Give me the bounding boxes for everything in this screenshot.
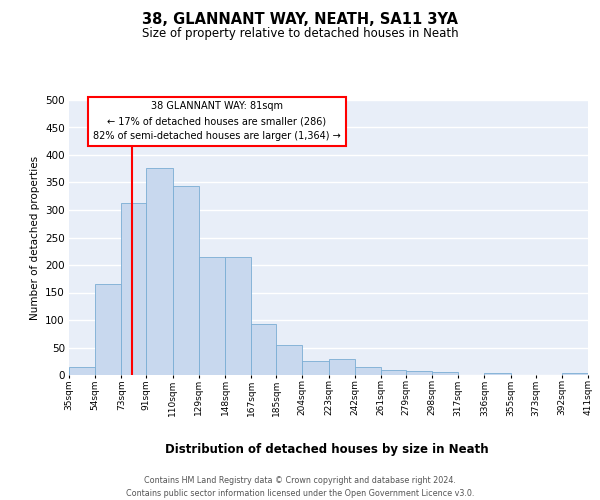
Bar [432, 372, 458, 375]
Bar [355, 367, 381, 375]
Bar [484, 374, 511, 375]
Bar [276, 345, 302, 375]
Bar [121, 203, 146, 375]
Text: 38 GLANNANT WAY: 81sqm
← 17% of detached houses are smaller (286)
82% of semi-de: 38 GLANNANT WAY: 81sqm ← 17% of detached… [93, 102, 341, 141]
Bar [69, 367, 95, 375]
Bar [302, 361, 329, 375]
Bar [146, 168, 173, 375]
Bar [329, 359, 355, 375]
Bar [381, 370, 406, 375]
Bar [225, 257, 251, 375]
Bar [251, 324, 276, 375]
Bar [95, 284, 121, 375]
Bar [199, 257, 225, 375]
Bar [562, 374, 588, 375]
Text: 38, GLANNANT WAY, NEATH, SA11 3YA: 38, GLANNANT WAY, NEATH, SA11 3YA [142, 12, 458, 28]
Text: Contains HM Land Registry data © Crown copyright and database right 2024.
Contai: Contains HM Land Registry data © Crown c… [126, 476, 474, 498]
Text: Distribution of detached houses by size in Neath: Distribution of detached houses by size … [165, 442, 489, 456]
Text: Size of property relative to detached houses in Neath: Size of property relative to detached ho… [142, 28, 458, 40]
Bar [173, 186, 199, 375]
Y-axis label: Number of detached properties: Number of detached properties [29, 156, 40, 320]
Bar [406, 370, 432, 375]
